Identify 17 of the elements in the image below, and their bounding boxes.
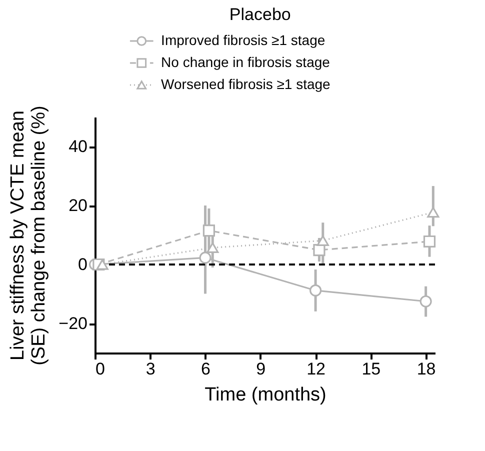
y-tick-label: 40 <box>68 137 88 156</box>
x-tick-label: 9 <box>256 360 266 378</box>
y-axis-title: Liver stiffness by VCTE mean (SE) change from baseline (%) <box>8 106 50 366</box>
y-tick-label: −20 <box>58 314 88 333</box>
x-tick-label: 3 <box>146 360 156 378</box>
legend-label: Worsened fibrosis ≥1 stage <box>161 76 331 92</box>
x-tick-label: 12 <box>306 360 326 378</box>
x-axis-title: Time (months) <box>204 384 326 406</box>
y-tick-label: 0 <box>78 255 88 274</box>
y-tick-label: 20 <box>68 196 88 215</box>
x-tick-label: 0 <box>96 360 105 378</box>
legend-label: No change in fibrosis stage <box>161 54 330 70</box>
x-tick-label: 18 <box>416 360 436 378</box>
x-tick-label: 15 <box>362 360 381 378</box>
x-tick-label: 6 <box>201 360 211 378</box>
legend-title: Placebo <box>229 5 291 24</box>
legend-label: Improved fibrosis ≥1 stage <box>161 32 326 48</box>
